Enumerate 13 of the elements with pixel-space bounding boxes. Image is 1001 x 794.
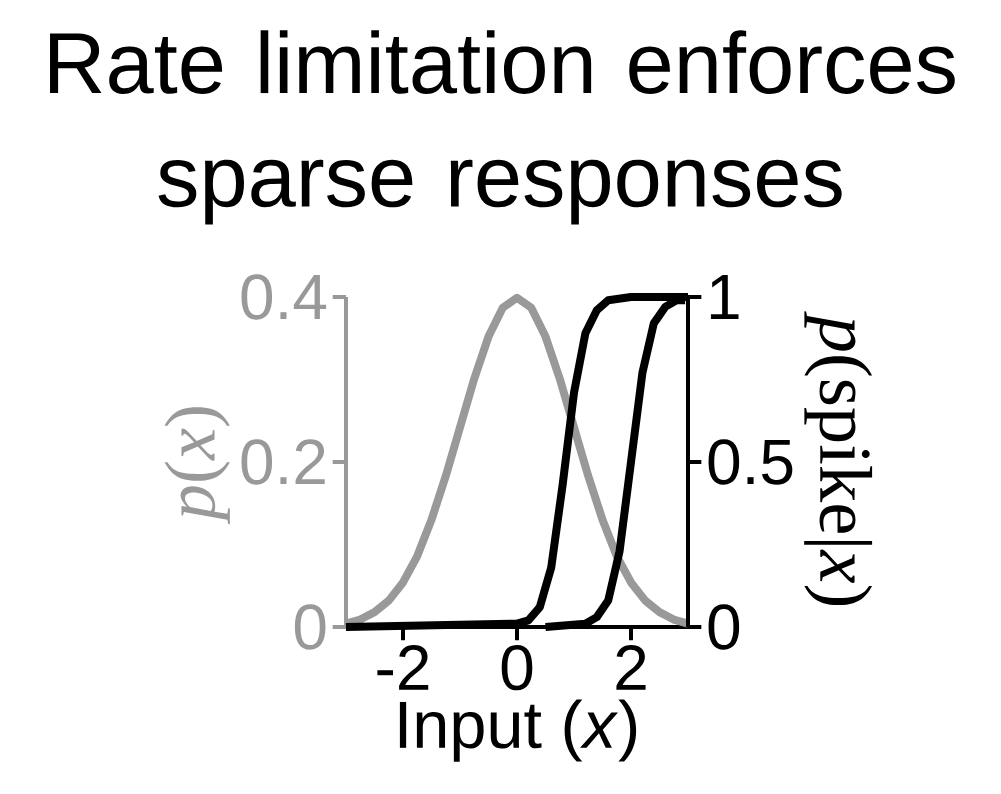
y2-tick-label: 0.5 xyxy=(708,439,793,485)
x-tick-label: 0 xyxy=(501,645,533,691)
y-tick-label: 0.2 xyxy=(241,439,325,485)
x-axis-title: Input (x) xyxy=(399,699,637,762)
y2-axis-title: p(spike|x) xyxy=(804,311,873,606)
x-tick-label: -2 xyxy=(377,645,429,690)
y2-tick-label: 1 xyxy=(710,274,739,320)
y2-tick-label: 0 xyxy=(708,604,740,650)
x-tick-label: 2 xyxy=(616,645,646,690)
y-axis-title: p(x) xyxy=(164,407,230,525)
chart-title: Rate limitation enforces sparse responses xyxy=(50,30,955,225)
y-tick-label: 0.4 xyxy=(241,274,327,320)
y-tick-label: 0 xyxy=(294,604,326,650)
